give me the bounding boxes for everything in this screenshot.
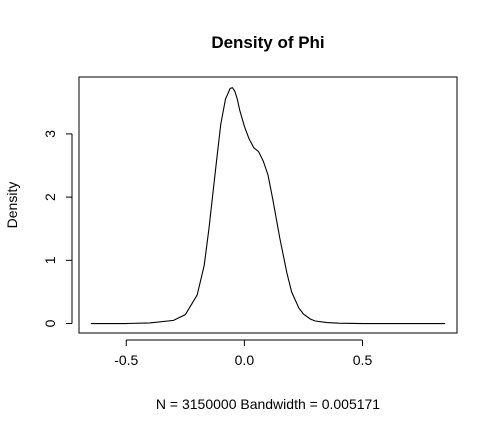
y-tick-label: 3 xyxy=(42,130,58,138)
x-tick-label: -0.5 xyxy=(114,352,138,368)
plot-area-frame xyxy=(78,76,458,334)
x-tick-label: 0.5 xyxy=(353,352,373,368)
y-axis: 0 1 2 3 xyxy=(42,130,73,327)
chart-title: Density of Phi xyxy=(211,33,324,52)
x-tick-label: 0.0 xyxy=(235,352,255,368)
y-tick-label: 1 xyxy=(42,256,58,264)
y-tick-label: 2 xyxy=(42,193,58,201)
y-axis-label: Density xyxy=(4,182,20,229)
y-tick-label: 0 xyxy=(42,319,58,327)
density-curve xyxy=(90,87,446,325)
x-axis: -0.5 0.0 0.5 xyxy=(114,339,373,368)
x-axis-label: N = 3150000 Bandwidth = 0.005171 xyxy=(156,396,380,412)
